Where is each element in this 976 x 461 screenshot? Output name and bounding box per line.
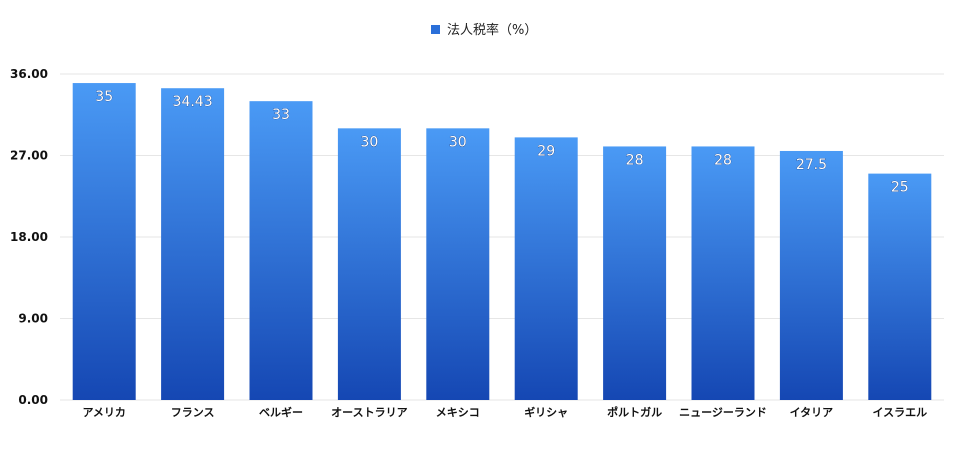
bar bbox=[514, 137, 578, 400]
bar bbox=[603, 146, 667, 400]
bars: 35 34.43 33 30 30 29 28 28 27.5 25 bbox=[72, 83, 932, 401]
bar bbox=[779, 150, 843, 400]
x-tick-label: ポルトガル bbox=[607, 405, 662, 419]
x-tick-label: イスラエル bbox=[872, 406, 927, 419]
y-axis: 0.00 9.00 18.00 27.00 36.00 bbox=[10, 67, 48, 407]
x-tick-label: ベルギー bbox=[259, 405, 303, 419]
x-tick-label: アメリカ bbox=[82, 406, 125, 419]
x-tick-label: ニュージーランド bbox=[679, 406, 767, 419]
x-axis: アメリカ フランス ベルギー オーストラリア メキシコ ギリシャ ポルトガル ニュージーランド… bbox=[82, 405, 927, 419]
legend-label: 法人税率（%） bbox=[447, 22, 537, 38]
y-tick-label: 0.00 bbox=[18, 393, 48, 407]
data-label: 35 bbox=[95, 89, 113, 105]
bar bbox=[161, 88, 225, 400]
x-tick-label: フランス bbox=[171, 406, 215, 419]
bar bbox=[868, 173, 932, 400]
data-label: 30 bbox=[360, 134, 378, 150]
legend: 法人税率（%） bbox=[431, 22, 537, 38]
bar bbox=[249, 101, 313, 401]
data-label: 25 bbox=[891, 180, 909, 196]
data-label: 29 bbox=[537, 143, 555, 159]
y-tick-label: 9.00 bbox=[18, 312, 48, 326]
bar bbox=[337, 128, 401, 401]
y-tick-label: 18.00 bbox=[10, 230, 48, 244]
x-tick-label: イタリア bbox=[790, 406, 834, 419]
y-tick-label: 36.00 bbox=[10, 67, 48, 81]
data-label: 28 bbox=[714, 152, 732, 168]
bar bbox=[691, 146, 755, 400]
data-label: 30 bbox=[449, 134, 467, 150]
bar bbox=[426, 128, 490, 401]
bar bbox=[72, 83, 136, 401]
y-tick-label: 27.00 bbox=[10, 149, 48, 163]
x-tick-label: オーストラリア bbox=[331, 406, 407, 419]
x-tick-label: メキシコ bbox=[436, 406, 480, 419]
legend-swatch bbox=[431, 25, 440, 34]
data-label: 27.5 bbox=[796, 157, 827, 173]
data-label: 28 bbox=[626, 152, 644, 168]
data-label: 33 bbox=[272, 107, 290, 123]
x-tick-label: ギリシャ bbox=[524, 405, 568, 419]
data-label: 34.43 bbox=[173, 94, 213, 110]
